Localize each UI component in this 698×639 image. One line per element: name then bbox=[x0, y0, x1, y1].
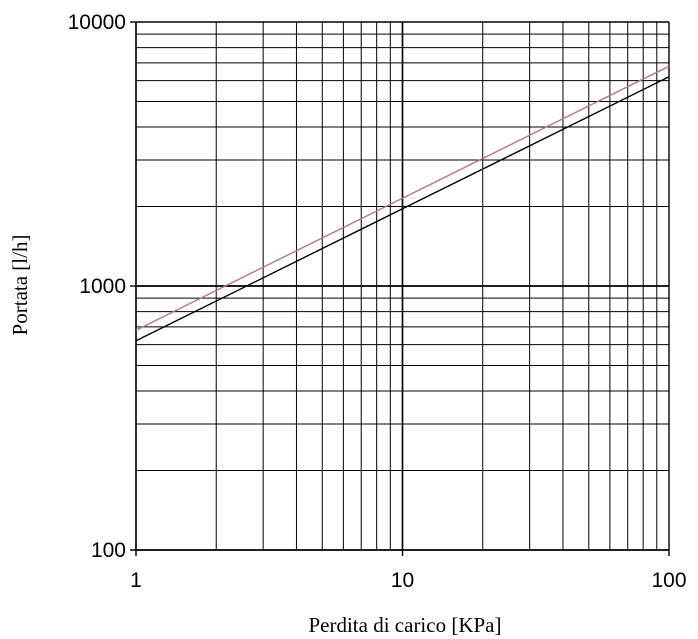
x-tick-label: 100 bbox=[651, 569, 686, 592]
series-line-1 bbox=[135, 65, 670, 331]
y-tick-label: 10000 bbox=[68, 11, 126, 34]
x-tick-label: 10 bbox=[391, 569, 414, 592]
grid bbox=[130, 21, 670, 556]
y-tick-label: 1000 bbox=[79, 275, 126, 298]
y-axis-title: Portata [l/h] bbox=[8, 235, 32, 336]
series-layer bbox=[135, 65, 670, 342]
x-tick-label: 1 bbox=[130, 569, 142, 592]
x-axis-title: Perdita di carico [KPa] bbox=[308, 613, 501, 637]
series-line-2 bbox=[135, 76, 670, 342]
y-tick-label: 100 bbox=[91, 539, 126, 562]
